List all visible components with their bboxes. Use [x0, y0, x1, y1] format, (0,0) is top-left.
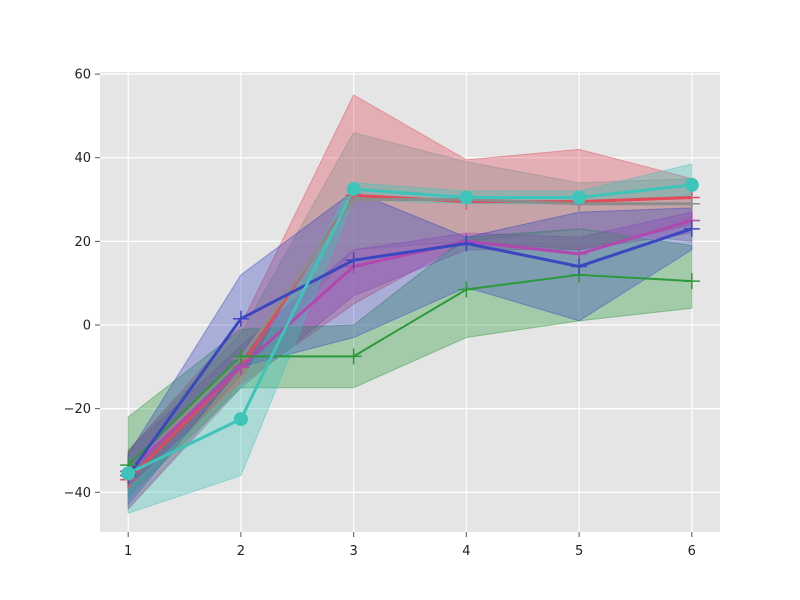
y-tick-label: −20: [64, 402, 91, 417]
series-6-point: [121, 466, 136, 481]
x-tick-label: 4: [462, 544, 470, 559]
series-5-point: [345, 252, 362, 269]
series-5-line: [126, 227, 693, 477]
y-tick-label: −40: [64, 486, 91, 501]
plot-area: [100, 72, 720, 532]
series-4-point: [683, 273, 700, 290]
series-6-point: [233, 412, 248, 427]
x-tick-label: 6: [688, 544, 696, 559]
y-tick-label: 0: [83, 319, 91, 334]
x-tick-label: 1: [124, 544, 132, 559]
series-6-point: [572, 190, 587, 205]
series-4-point: [458, 281, 475, 298]
series-6-line: [127, 183, 692, 475]
series-2-band: [127, 132, 693, 502]
grid: [100, 72, 720, 532]
series-5-point: [232, 310, 249, 327]
y-axis: −40 −20 0 20 40 60: [64, 68, 100, 501]
series-4-band: [127, 228, 693, 498]
series-markers: [120, 177, 700, 488]
series-6-point: [459, 190, 474, 205]
series-4-line: [127, 273, 692, 466]
series-2-line: [127, 198, 692, 473]
y-tick-label: 20: [74, 235, 91, 250]
x-tick-label: 2: [237, 544, 245, 559]
series-5-point: [683, 220, 700, 237]
series-lines: [126, 183, 693, 481]
series-2-point: [683, 195, 700, 212]
x-axis: 1 2 3 4 5 6: [124, 532, 696, 559]
series-4-point: [345, 348, 362, 365]
series-6-point: [346, 182, 361, 197]
series-3-line: [127, 219, 693, 473]
series-5-point: [571, 258, 588, 275]
y-tick-label: 60: [74, 68, 91, 83]
y-tick-label: 40: [74, 151, 91, 166]
series-5-point: [458, 235, 475, 252]
series-6-point: [684, 177, 699, 192]
x-tick-label: 3: [349, 544, 357, 559]
series-4-point: [232, 348, 249, 365]
x-tick-label: 5: [575, 544, 583, 559]
